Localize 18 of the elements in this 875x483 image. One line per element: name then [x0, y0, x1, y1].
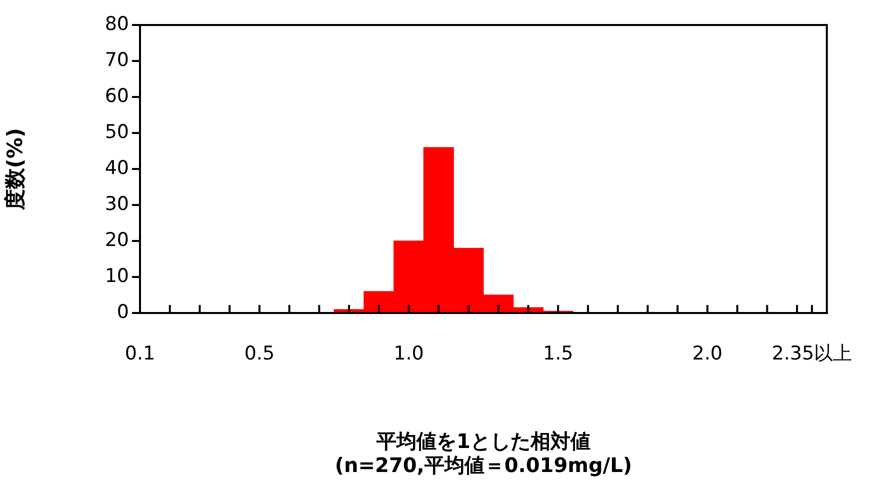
- y-tick-label: 80: [104, 12, 129, 35]
- y-tick-label: 30: [104, 192, 129, 215]
- y-tick-label: 20: [104, 228, 129, 251]
- x-tick-label: 2.35以上: [772, 342, 852, 364]
- x-tick-label: 1.5: [542, 342, 574, 364]
- y-tick-label: 60: [104, 84, 129, 107]
- y-tick-label: 70: [104, 48, 129, 71]
- y-tick-label: 40: [104, 156, 129, 179]
- x-axis-title: 平均値を1とした相対値: [375, 429, 590, 454]
- y-axis-title: 度数(%): [3, 128, 28, 212]
- x-tick-label: 0.5: [244, 342, 275, 364]
- x-tick-label: 1.0: [394, 342, 424, 364]
- y-tick-label: 10: [104, 264, 129, 287]
- x-tick-label: 0.1: [124, 342, 156, 364]
- y-tick-label: 0: [116, 300, 129, 323]
- x-tick-label: 2.0: [692, 342, 723, 364]
- y-tick-label: 50: [104, 120, 129, 143]
- text: (n=270,平均値＝0.019mg/L): [334, 453, 632, 478]
